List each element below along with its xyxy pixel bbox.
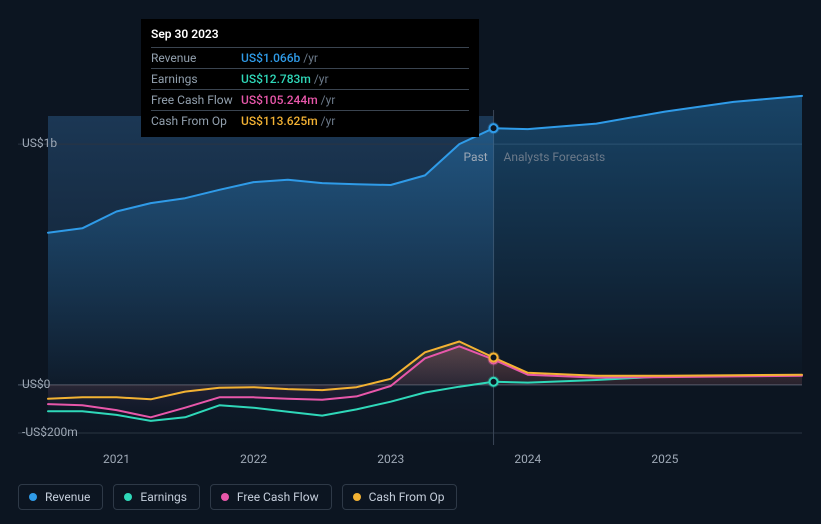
legend-item-revenue[interactable]: Revenue [18, 484, 103, 510]
tooltip-metric-value: US$113.625m [241, 114, 318, 128]
legend-label: Earnings [140, 490, 187, 504]
tooltip-title: Sep 30 2023 [151, 27, 469, 48]
tooltip-metric-value: US$12.783m [241, 72, 311, 86]
tooltip-metric-label: Earnings [151, 72, 241, 86]
tooltip-metric-label: Free Cash Flow [151, 93, 241, 107]
x-axis-label: 2025 [651, 452, 678, 466]
x-axis-label: 2022 [240, 452, 267, 466]
tooltip-metric-value: US$105.244m [241, 93, 318, 107]
chart-legend: Revenue Earnings Free Cash Flow Cash From O… [18, 484, 457, 510]
legend-item-cash-from-op[interactable]: Cash From Op [342, 484, 458, 510]
x-axis-label: 2021 [103, 452, 130, 466]
tooltip-unit: /yr [321, 114, 336, 128]
tooltip-unit: /yr [321, 93, 336, 107]
tooltip-rows: RevenueUS$1.066b/yrEarningsUS$12.783m/yr… [151, 48, 469, 131]
tooltip-row: Cash From OpUS$113.625m/yr [151, 111, 469, 131]
legend-dot-icon [353, 493, 361, 501]
legend-label: Free Cash Flow [237, 490, 319, 504]
tooltip-metric-label: Cash From Op [151, 114, 241, 128]
x-axis-label: 2024 [514, 452, 541, 466]
y-axis-label: -US$200m [22, 425, 78, 439]
legend-item-earnings[interactable]: Earnings [113, 484, 200, 510]
tooltip-metric-label: Revenue [151, 51, 241, 65]
tooltip-unit: /yr [314, 72, 329, 86]
tooltip-metric-value: US$1.066b [241, 51, 300, 65]
tooltip-row: Free Cash FlowUS$105.244m/yr [151, 90, 469, 111]
tooltip-unit: /yr [303, 51, 318, 65]
forecast-section-label: Analysts Forecasts [504, 150, 606, 164]
legend-dot-icon [221, 493, 229, 501]
x-axis-label: 2023 [377, 452, 404, 466]
legend-dot-icon [29, 493, 37, 501]
tooltip-row: RevenueUS$1.066b/yr [151, 48, 469, 69]
y-axis-label: US$1b [22, 136, 57, 150]
tooltip-row: EarningsUS$12.783m/yr [151, 69, 469, 90]
legend-label: Cash From Op [369, 490, 445, 504]
y-axis-label: US$0 [22, 377, 50, 391]
financials-chart: Sep 30 2023 RevenueUS$1.066b/yrEarningsU… [0, 0, 821, 524]
chart-tooltip: Sep 30 2023 RevenueUS$1.066b/yrEarningsU… [141, 19, 479, 137]
legend-dot-icon [124, 493, 132, 501]
past-section-label: Past [464, 150, 488, 164]
legend-label: Revenue [45, 490, 90, 504]
legend-item-free-cash-flow[interactable]: Free Cash Flow [210, 484, 332, 510]
